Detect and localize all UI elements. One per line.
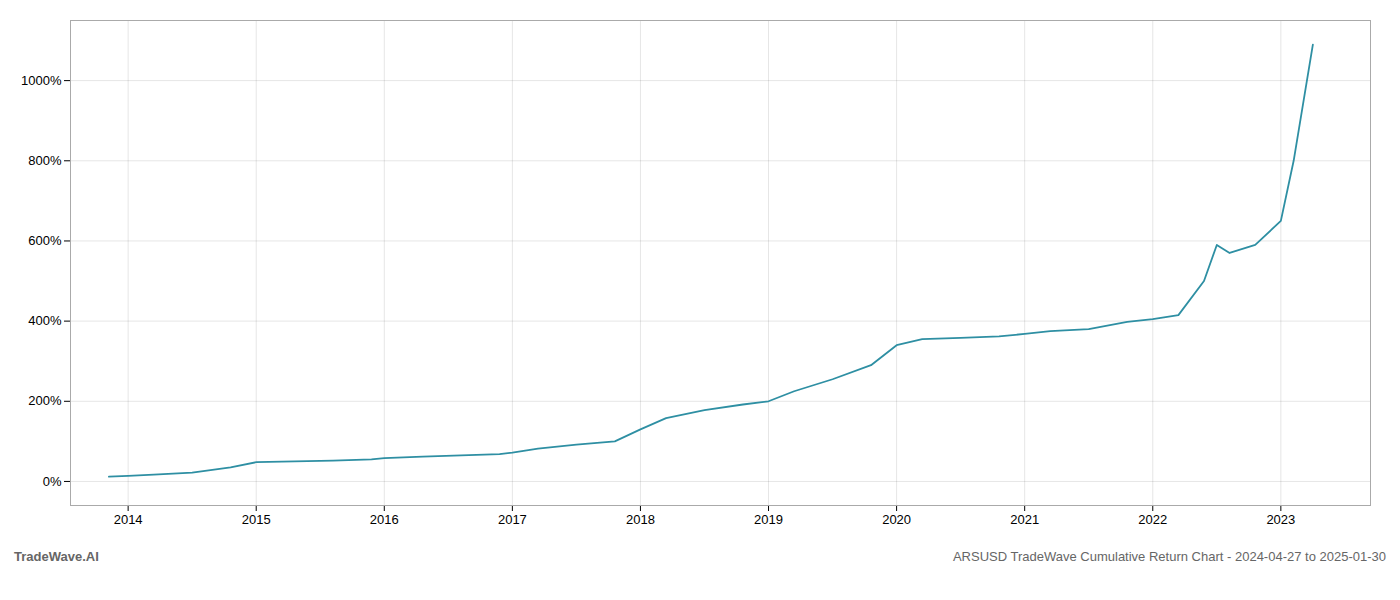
svg-text:800%: 800% bbox=[28, 153, 62, 168]
svg-text:1000%: 1000% bbox=[21, 73, 62, 88]
svg-text:2017: 2017 bbox=[498, 512, 527, 527]
svg-text:2014: 2014 bbox=[114, 512, 143, 527]
svg-text:2021: 2021 bbox=[1010, 512, 1039, 527]
svg-text:2019: 2019 bbox=[754, 512, 783, 527]
svg-text:2015: 2015 bbox=[242, 512, 271, 527]
svg-text:2018: 2018 bbox=[626, 512, 655, 527]
svg-text:0%: 0% bbox=[43, 474, 62, 489]
svg-text:2022: 2022 bbox=[1138, 512, 1167, 527]
svg-text:200%: 200% bbox=[28, 393, 62, 408]
svg-text:2016: 2016 bbox=[370, 512, 399, 527]
svg-text:2020: 2020 bbox=[882, 512, 911, 527]
html-text:ARSUSD TradeWave Cumulative Re: ARSUSD TradeWave Cumulative Return Chart… bbox=[952, 549, 1386, 564]
html-text:TradeWave.AI: TradeWave.AI bbox=[14, 549, 99, 564]
svg-text:2023: 2023 bbox=[1266, 512, 1295, 527]
svg-text:400%: 400% bbox=[28, 313, 62, 328]
svg-text:600%: 600% bbox=[28, 233, 62, 248]
